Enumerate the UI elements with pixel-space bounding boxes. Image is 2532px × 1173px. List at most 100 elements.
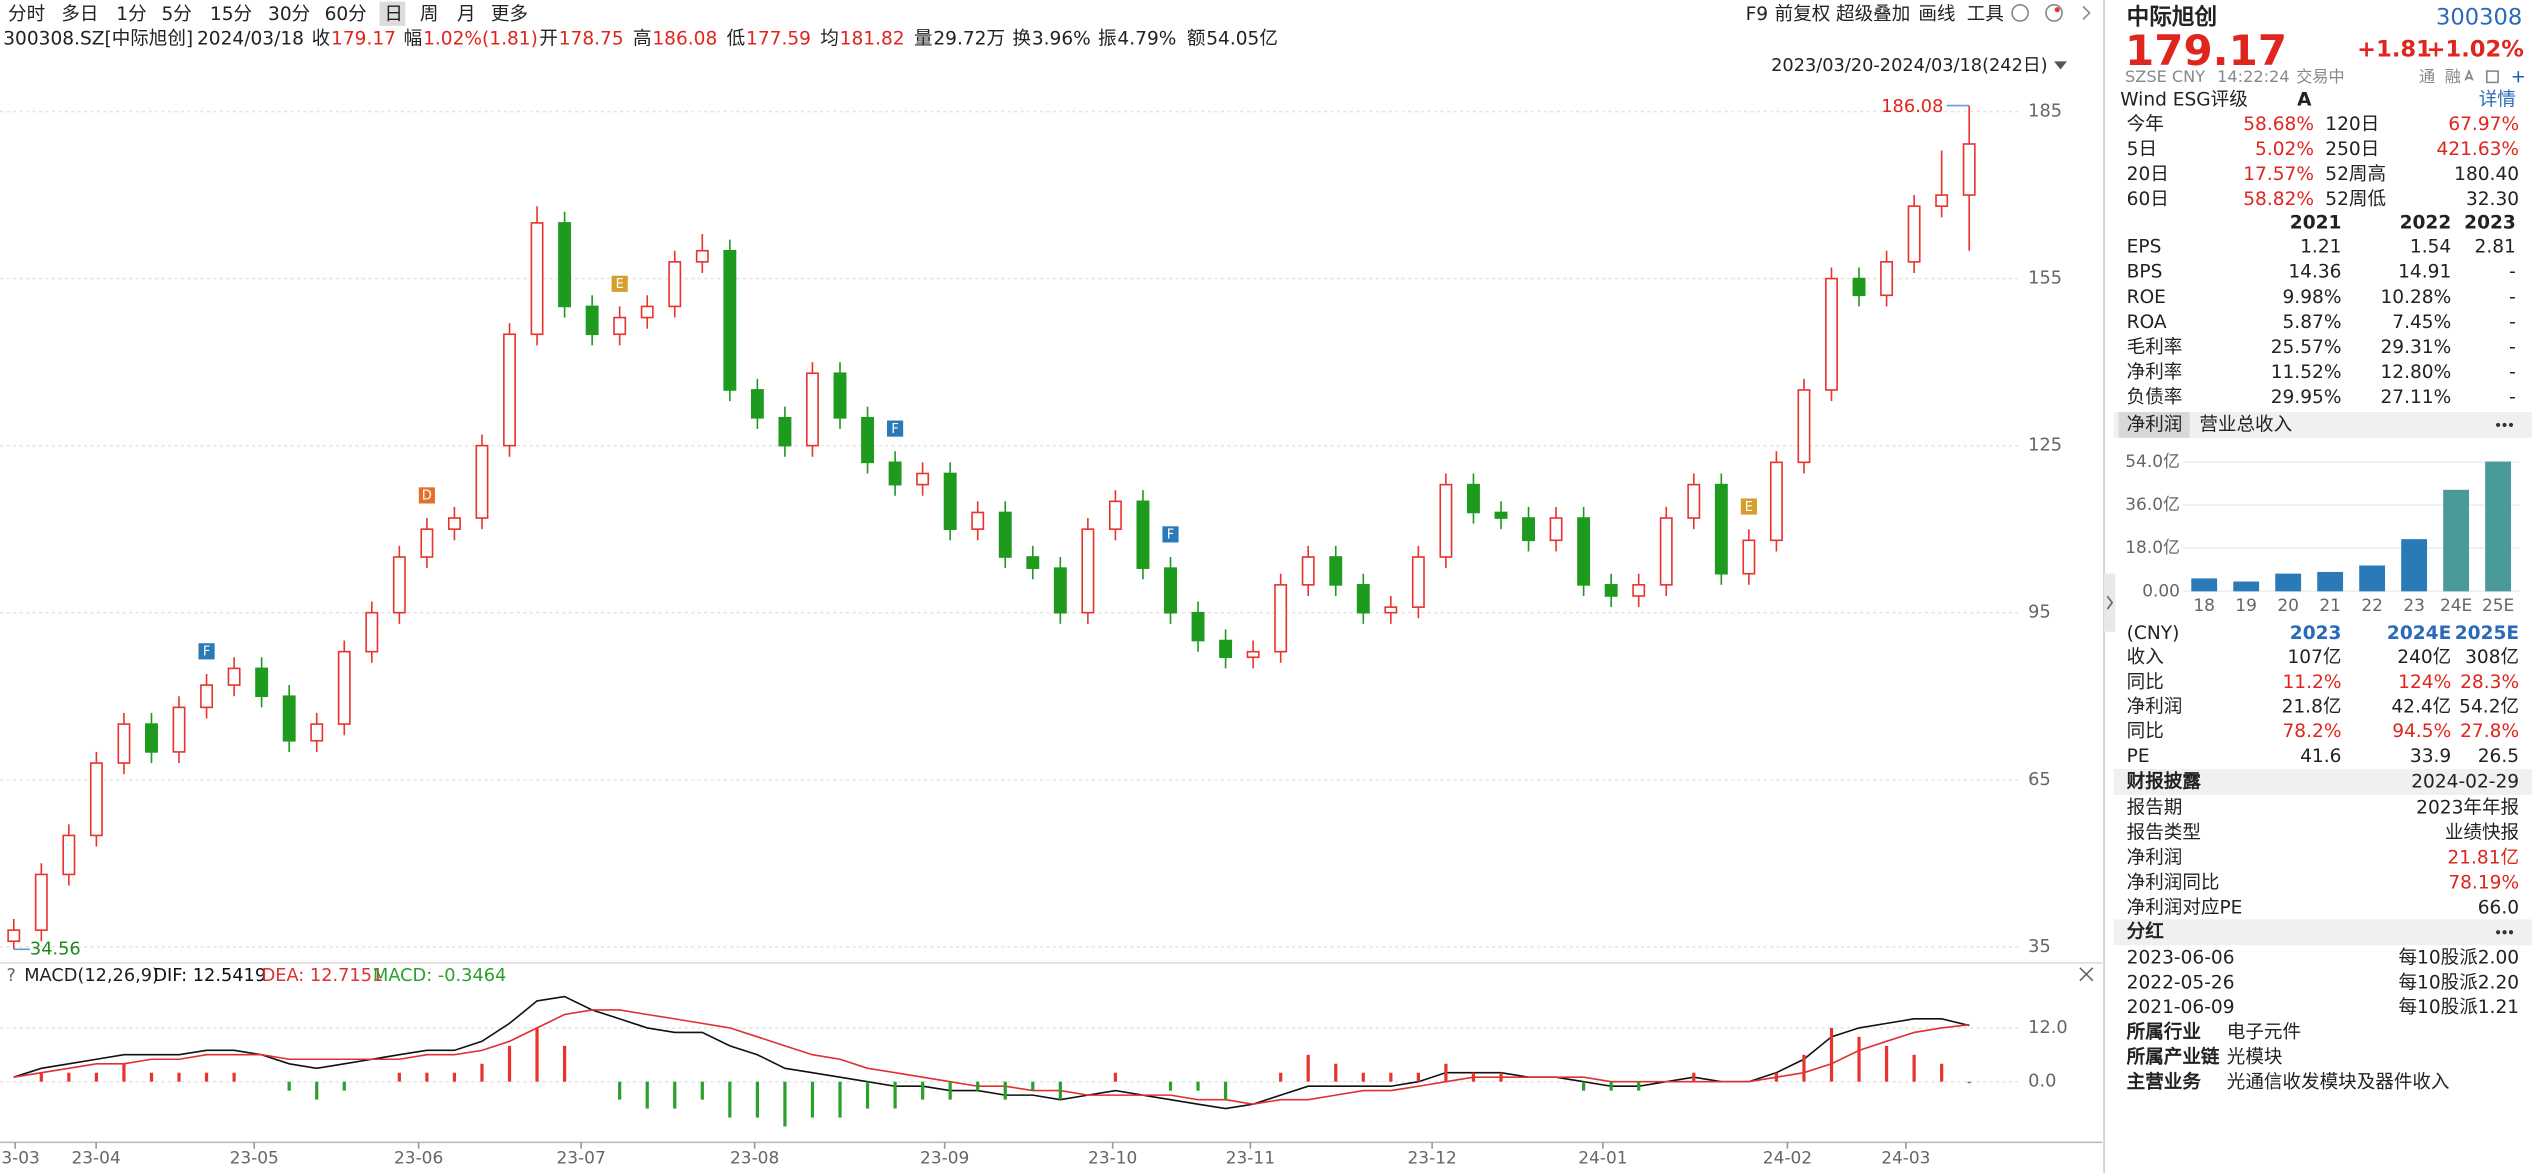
event-marker[interactable] [418,487,435,504]
candle-body [998,511,1012,558]
tab[interactable]: 净利润 [2127,414,2183,435]
cell: 41.6 [2300,746,2341,767]
candle-body [1081,528,1095,614]
status: 交易中 [2296,67,2344,86]
column-header: (CNY) [2127,623,2180,644]
period-button[interactable]: 60分 [325,4,367,25]
change: +1.81 [2357,37,2432,63]
y-tick-label: 36.0亿 [2125,494,2180,514]
min-label: 34.56 [30,939,81,959]
record-icon[interactable] [2045,4,2063,22]
candle-body [1136,500,1150,569]
period-button[interactable]: 15分 [210,4,252,25]
event-marker[interactable] [1740,498,1757,515]
tab[interactable]: 营业总收入 [2199,414,2292,435]
period-button[interactable]: 多日 [61,4,98,25]
tool-button[interactable]: 工具 [1967,4,2004,25]
dividend-plan: 每10股派2.20 [2398,972,2519,993]
candle-body [1411,556,1425,608]
field-label: 额 [1187,28,1206,49]
x-tick-label: 23-08 [730,1147,779,1167]
candle-body [117,723,131,764]
cell: - [2509,262,2516,283]
x-tick-label: 24-02 [1763,1147,1812,1167]
settings-icon[interactable] [2011,4,2029,22]
period-button[interactable]: 分时 [8,4,45,25]
active-tab[interactable] [2118,412,2190,438]
esg-rating: A [2297,90,2312,111]
field-label: 开 [539,28,558,49]
period-button[interactable]: 周 [420,4,439,25]
more-icon[interactable] [2495,930,2514,935]
candle-body [1549,517,1563,542]
close-macd[interactable] [2079,967,2094,982]
period-button[interactable]: 30分 [268,4,310,25]
row-label: 报告期 [2127,797,2183,818]
x-tick-label: 23 [2403,595,2425,615]
cell: 27.11% [2380,387,2451,408]
badge[interactable]: 通 [2419,67,2435,86]
period-button[interactable]: 月 [457,4,476,25]
cell: 26.5 [2478,746,2519,767]
cell: 29.31% [2380,337,2451,358]
candle-body [1935,194,1949,207]
candle-body [1522,517,1535,542]
candle-body [668,261,682,308]
field-value: 177.59 [746,28,811,49]
period-button[interactable]: 更多 [491,4,528,25]
candle-body [365,611,379,653]
candle-body [1439,483,1453,558]
row-label: 同比 [2127,672,2164,693]
range-label[interactable]: 2023/03/20-2024/03/18(242日) [1771,56,2047,76]
home-icon[interactable] [2485,70,2499,84]
candle-body [1356,584,1370,614]
column-header: 2023 [2464,212,2516,233]
candle-body [1604,584,1618,597]
event-marker[interactable] [198,643,215,660]
x-tick-label: 23-06 [394,1147,443,1167]
period-button[interactable]: 日 [384,4,403,25]
esg-link[interactable]: 详情 [2479,90,2516,111]
more-icon[interactable] [2495,422,2514,428]
badge[interactable]: 融 [2445,67,2461,86]
event-marker[interactable] [887,420,904,437]
candle-body [695,249,709,263]
y-tick-label: 185 [2028,102,2062,122]
indicator-title: MACD(12,26,9) [24,966,159,986]
candle-body [392,556,406,614]
cell: 25.57% [2271,337,2342,358]
star-icon[interactable] [2464,68,2474,81]
candle-body [1301,556,1315,586]
cell: 308亿 [2465,647,2519,668]
candle-body [1742,539,1756,575]
candle-body [1577,517,1591,586]
period-button[interactable]: 1分 [116,4,146,25]
candle-body [420,528,434,558]
candle-body [1687,483,1701,519]
help-icon[interactable]: ? [6,966,15,986]
add-icon[interactable] [2512,71,2524,83]
cell: 1.54 [2410,237,2451,258]
stat-label: 60日 [2127,189,2169,210]
range-dropdown[interactable] [2054,61,2067,70]
field-label: 振 [1098,28,1117,49]
cell: 21.8亿 [2282,697,2342,718]
next-icon[interactable] [2082,5,2091,20]
tool-button[interactable]: 超级叠加 [1836,4,1910,25]
tool-button[interactable]: 前复权 [1775,4,1831,25]
tool-button[interactable]: F9 [1746,4,1768,25]
tool-button[interactable]: 画线 [1918,4,1955,25]
event-marker[interactable] [1162,526,1179,543]
max-label: 186.08 [1881,97,1943,117]
event-marker[interactable] [611,275,628,292]
y-tick-label: 12.0 [2028,1018,2068,1038]
report-date: 2024-02-29 [2411,771,2519,792]
collapse-handle[interactable] [2104,573,2116,632]
section-bg [2113,919,2532,946]
candle-body [1659,517,1673,586]
candle-body [558,222,572,308]
field-value: 178.75 [559,28,624,49]
price: 179.17 [2125,26,2287,75]
period-button[interactable]: 5分 [161,4,191,25]
candle-body [888,461,902,486]
